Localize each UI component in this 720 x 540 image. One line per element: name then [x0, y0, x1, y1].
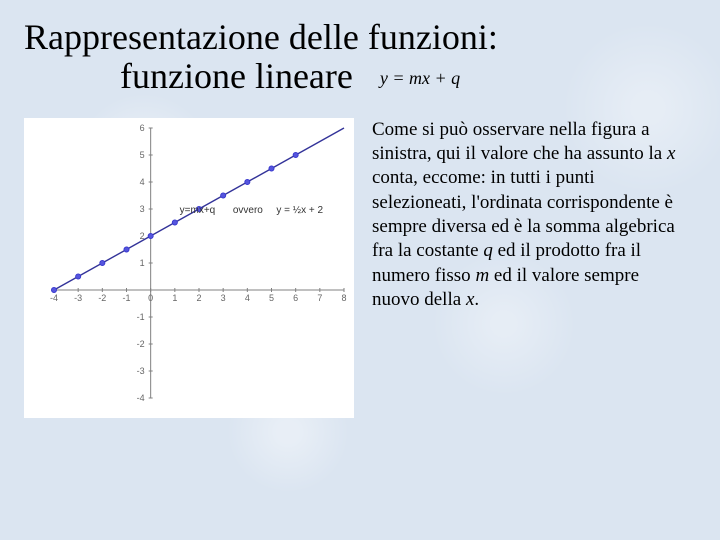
svg-text:2: 2 — [196, 293, 201, 303]
svg-text:4: 4 — [245, 293, 250, 303]
svg-text:-2: -2 — [98, 293, 106, 303]
svg-text:-3: -3 — [74, 293, 82, 303]
svg-text:y = ½x + 2: y = ½x + 2 — [276, 205, 323, 216]
svg-text:8: 8 — [341, 293, 346, 303]
svg-text:-1: -1 — [122, 293, 130, 303]
description-text: Come si può osservare nella figura a sin… — [372, 118, 696, 418]
svg-text:-1: -1 — [137, 312, 145, 322]
linear-function-chart: -4-3-2-1012345678-4-3-2-1123456y=mx+qovv… — [24, 118, 354, 418]
svg-text:4: 4 — [140, 177, 145, 187]
svg-text:-2: -2 — [137, 339, 145, 349]
svg-text:y=mx+q: y=mx+q — [180, 205, 216, 216]
svg-text:-4: -4 — [137, 393, 145, 403]
svg-text:6: 6 — [293, 293, 298, 303]
svg-text:3: 3 — [221, 293, 226, 303]
title-line2: funzione lineare — [120, 56, 353, 96]
svg-text:5: 5 — [140, 150, 145, 160]
svg-text:-3: -3 — [137, 366, 145, 376]
svg-text:6: 6 — [140, 123, 145, 133]
svg-text:0: 0 — [148, 293, 153, 303]
slide-title: Rappresentazione delle funzioni: funzion… — [24, 18, 696, 96]
svg-text:-4: -4 — [50, 293, 58, 303]
svg-text:1: 1 — [172, 293, 177, 303]
svg-text:ovvero: ovvero — [233, 205, 263, 216]
svg-text:7: 7 — [317, 293, 322, 303]
svg-text:5: 5 — [269, 293, 274, 303]
equation: y = mx + q — [380, 68, 460, 88]
title-line1: Rappresentazione delle funzioni: — [24, 17, 498, 57]
svg-text:1: 1 — [140, 258, 145, 268]
chart-container: -4-3-2-1012345678-4-3-2-1123456y=mx+qovv… — [24, 118, 354, 418]
svg-text:3: 3 — [140, 204, 145, 214]
